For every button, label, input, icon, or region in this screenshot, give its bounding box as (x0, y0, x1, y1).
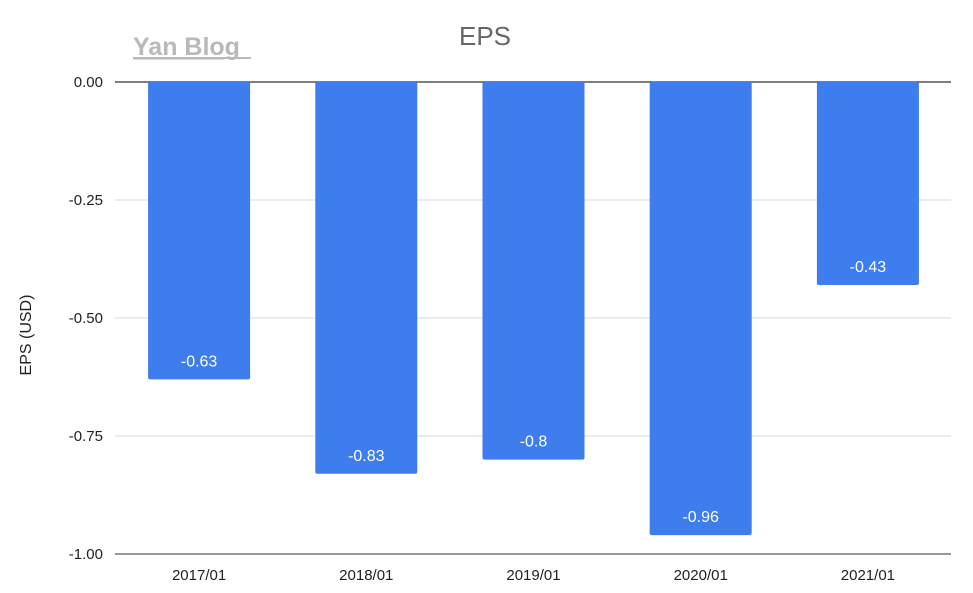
bar-2018-01 (315, 82, 418, 474)
bar-2019-01 (482, 82, 585, 460)
y-axis-label: EPS (USD) (18, 295, 35, 376)
bar-data-label: -0.43 (850, 259, 887, 276)
bar-data-label: -0.8 (520, 434, 548, 451)
x-tick-label: 2019/01 (506, 567, 560, 584)
y-tick-label: -1.00 (69, 546, 103, 563)
bar-2021-01 (816, 82, 919, 285)
bars: -0.63 -0.83 -0.8 -0.96 -0.43 (148, 82, 919, 536)
y-tick-label: -0.25 (69, 192, 103, 209)
chart-title: EPS (459, 21, 511, 51)
bar-data-label: -0.96 (682, 509, 719, 526)
bar-data-label: -0.83 (348, 448, 385, 465)
bar-2017-01 (148, 82, 251, 380)
x-tick-label: 2018/01 (339, 567, 393, 584)
y-tick-labels: 0.00 -0.25 -0.50 -0.75 -1.00 (69, 74, 103, 563)
x-tick-labels: 2017/01 2018/01 2019/01 2020/01 2021/01 (172, 567, 895, 584)
x-tick-label: 2017/01 (172, 567, 226, 584)
watermark-text: Yan Blog (133, 33, 240, 61)
x-tick-label: 2020/01 (674, 567, 728, 584)
x-tick-label: 2021/01 (841, 567, 895, 584)
y-tick-label: -0.50 (69, 310, 103, 327)
bar-2020-01 (649, 82, 752, 536)
y-tick-label: 0.00 (74, 74, 103, 91)
y-tick-label: -0.75 (69, 428, 103, 445)
bar-data-label: -0.63 (181, 353, 218, 370)
